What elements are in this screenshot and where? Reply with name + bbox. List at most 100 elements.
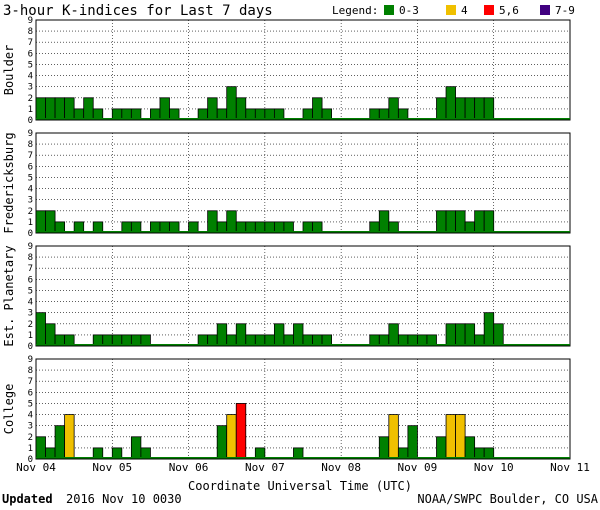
legend-swatch-1 (446, 5, 456, 15)
bar-college-10 (130, 436, 142, 460)
y-tick-label: 0 (28, 116, 33, 126)
bar-est-planetary-27 (293, 323, 304, 347)
bar-boulder-42 (436, 97, 447, 121)
bar-fredericksburg-36 (378, 210, 390, 234)
y-tick-label: 7 (28, 151, 33, 161)
y-tick-label: 2 (28, 320, 33, 330)
bar-fredericksburg-47 (483, 210, 495, 234)
credit: NOAA/SWPC Boulder, CO USA (417, 492, 598, 506)
bar-college-2 (54, 425, 66, 460)
legend-swatch-0 (384, 5, 394, 15)
y-tick-label: 2 (28, 207, 33, 217)
bar-boulder-45 (464, 97, 476, 121)
bar-est-planetary-48 (493, 323, 504, 347)
bar-college-20 (226, 414, 237, 460)
y-tick-label: 6 (28, 275, 33, 285)
y-tick-label: 9 (28, 355, 33, 365)
bar-college-39 (407, 425, 418, 460)
x-tick-label: Nov 10 (474, 461, 514, 474)
legend-item-label-3: 7-9 (555, 4, 575, 17)
bar-college-43 (445, 414, 456, 460)
x-tick-label: Nov 11 (550, 461, 590, 474)
bar-boulder-3 (64, 97, 75, 121)
bar-est-planetary-37 (388, 323, 399, 347)
legend-item-label-2: 5,6 (499, 4, 519, 17)
x-tick-label: Nov 04 (16, 461, 56, 474)
bar-boulder-37 (388, 97, 399, 121)
bar-college-19 (216, 425, 228, 460)
legend-swatch-2 (484, 5, 494, 15)
updated-value: 2016 Nov 10 0030 (66, 492, 182, 506)
panel-label: Est. Planetary (2, 245, 16, 346)
y-tick-label: 1 (28, 218, 33, 228)
bar-boulder-1 (45, 97, 56, 121)
y-tick-label: 4 (28, 411, 33, 421)
bar-est-planetary-43 (445, 323, 456, 347)
y-tick-label: 5 (28, 399, 33, 409)
y-tick-label: 2 (28, 433, 33, 443)
y-tick-label: 9 (28, 129, 33, 139)
y-tick-label: 6 (28, 49, 33, 59)
x-tick-label: Nov 05 (92, 461, 132, 474)
y-tick-label: 9 (28, 242, 33, 252)
bar-fredericksburg-42 (436, 210, 447, 234)
bar-boulder-44 (455, 97, 466, 121)
bar-fredericksburg-0 (35, 210, 46, 234)
bar-boulder-18 (207, 97, 218, 121)
panel-label: Boulder (2, 45, 16, 96)
y-tick-label: 4 (28, 185, 33, 195)
x-tick-label: Nov 06 (169, 461, 209, 474)
updated-label: Updated (2, 492, 53, 506)
bar-est-planetary-19 (216, 323, 228, 347)
y-tick-label: 7 (28, 264, 33, 274)
bar-est-planetary-47 (483, 312, 495, 347)
y-tick-label: 7 (28, 38, 33, 48)
y-tick-label: 9 (28, 16, 33, 26)
bar-fredericksburg-1 (45, 210, 56, 234)
y-tick-label: 6 (28, 162, 33, 172)
chart-title: 3-hour K-indices for Last 7 days (3, 3, 273, 19)
bar-college-45 (464, 436, 476, 460)
y-tick-label: 8 (28, 27, 33, 37)
bar-fredericksburg-20 (226, 210, 237, 234)
y-tick-label: 3 (28, 422, 33, 432)
bar-college-36 (378, 436, 390, 460)
panels: 0123456789Boulder0123456789Fredericksbur… (2, 16, 571, 465)
y-tick-label: 1 (28, 444, 33, 454)
bar-est-planetary-45 (464, 323, 476, 347)
x-tick-label: Nov 08 (321, 461, 361, 474)
legend-item-label-1: 4 (461, 4, 468, 17)
legend: Legend: 0-3 4 5,6 7-9 (332, 4, 575, 17)
bar-college-44 (455, 414, 466, 460)
bar-est-planetary-1 (45, 323, 56, 347)
bar-fredericksburg-46 (474, 210, 485, 234)
y-tick-label: 1 (28, 331, 33, 341)
bar-college-3 (64, 414, 75, 460)
bar-est-planetary-21 (235, 323, 247, 347)
bar-college-0 (35, 436, 46, 460)
bar-est-planetary-0 (35, 312, 46, 347)
bar-boulder-5 (83, 97, 94, 121)
panel-label: College (2, 384, 16, 435)
y-tick-label: 6 (28, 388, 33, 398)
y-tick-label: 8 (28, 366, 33, 376)
bar-boulder-29 (312, 97, 323, 121)
bar-est-planetary-25 (273, 323, 285, 347)
bar-est-planetary-44 (455, 323, 466, 347)
bar-boulder-21 (235, 97, 247, 121)
y-tick-label: 5 (28, 60, 33, 70)
bar-boulder-20 (226, 86, 237, 121)
bar-boulder-0 (35, 97, 46, 121)
bar-boulder-13 (159, 97, 170, 121)
panel-label: Fredericksburg (2, 132, 16, 233)
x-tick-label: Nov 07 (245, 461, 285, 474)
bar-college-42 (436, 436, 447, 460)
legend-swatch-3 (540, 5, 550, 15)
y-tick-label: 5 (28, 286, 33, 296)
bar-college-37 (388, 414, 399, 460)
bar-fredericksburg-18 (207, 210, 218, 234)
y-tick-label: 4 (28, 72, 33, 82)
panel-frame (35, 358, 571, 460)
